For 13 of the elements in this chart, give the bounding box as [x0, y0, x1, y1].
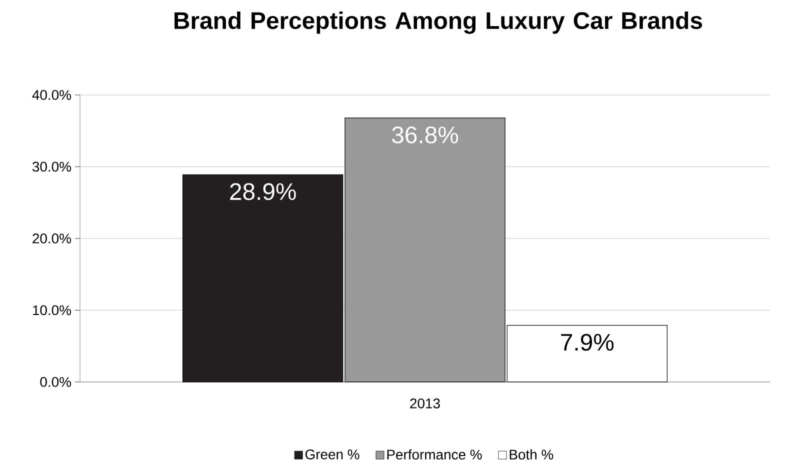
legend-label: Both %	[510, 449, 554, 460]
y-tick-label: 10.0%	[33, 305, 71, 316]
data-label: 28.9%	[230, 183, 296, 200]
data-label: 7.9%	[561, 334, 614, 351]
chart-title: Brand Perceptions Among Luxury Car Brands	[174, 12, 702, 34]
y-tick-label: 20.0%	[32, 234, 71, 244]
y-tick-label: 30.0%	[32, 162, 71, 172]
y-tick-label: 40.0%	[32, 90, 71, 100]
y-tick-label: 0.0%	[40, 377, 71, 387]
data-label: 36.8%	[392, 126, 458, 144]
legend-label: Performance %	[387, 449, 482, 460]
x-tick-label: 2013	[410, 398, 440, 408]
legend-label: Green %	[305, 449, 360, 460]
